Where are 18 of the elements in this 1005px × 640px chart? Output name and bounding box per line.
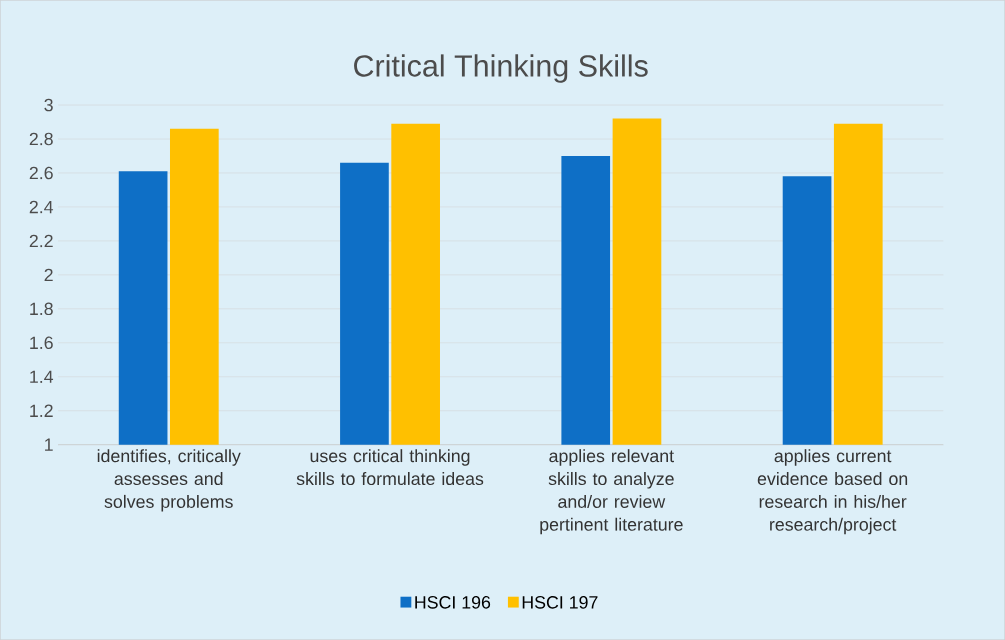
y-tick-label: 1.8 — [30, 302, 53, 316]
x-tick-label: applies relevant skills to analyze and/or review pertinent literature — [540, 449, 683, 535]
y-tick-label: 2 — [44, 268, 53, 282]
y-tick-label: 2.4 — [29, 200, 54, 214]
y-tick-label: 2.8 — [29, 132, 53, 146]
legend-label: HSCI 196 — [415, 596, 491, 609]
y-tick-label: 2.6 — [29, 166, 53, 180]
y-tick-label: 3 — [44, 98, 53, 112]
y-tick-label: 2.2 — [29, 234, 53, 248]
chart-title: Critical Thinking Skills — [354, 54, 648, 83]
y-tick-label: 1.4 — [30, 370, 54, 383]
x-tick-label: uses critical thinking skills to formulate ideas — [296, 449, 484, 486]
x-tick-label: identifies, critically assesses and solves problems — [97, 449, 241, 512]
y-tick-label: 1.2 — [30, 404, 53, 417]
y-tick-label: 1 — [45, 438, 53, 451]
legend-label: HSCI 197 — [522, 596, 598, 609]
y-tick-label: 1.6 — [30, 336, 53, 350]
x-tick-label: applies current evidence based on research in his/her research/project — [757, 449, 908, 535]
